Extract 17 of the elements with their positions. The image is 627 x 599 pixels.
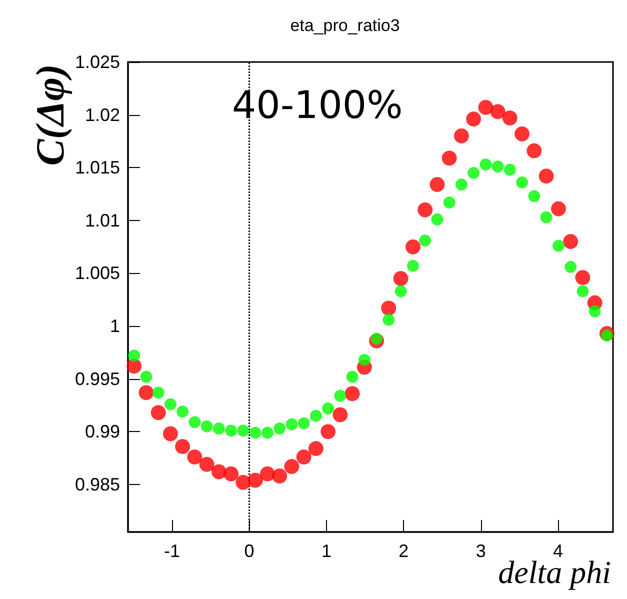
y-tick-label: 1.005 [74,263,120,284]
chart-title: eta_pro_ratio3 [290,16,400,35]
y-tick-label: 1.025 [74,52,120,72]
y-tick-label: 1 [110,316,120,336]
x-tick-label: -1 [164,541,180,561]
annotation: 40-100% [232,83,403,127]
y-tick-label: 0.985 [74,474,120,494]
y-tick-label: 1.01 [84,210,120,230]
x-tick-label: 2 [398,541,409,561]
y-tick-label: 1.02 [84,104,120,125]
x-tick-label: 1 [321,541,332,561]
x-tick-label: 3 [476,541,486,561]
x-tick-label: 0 [244,541,254,561]
y-tick-label: 0.99 [84,422,120,442]
y-tick-label: 1.015 [74,158,120,178]
y-tick-label: 0.995 [74,368,120,389]
y-axis-title: C(Δφ) [28,64,72,166]
